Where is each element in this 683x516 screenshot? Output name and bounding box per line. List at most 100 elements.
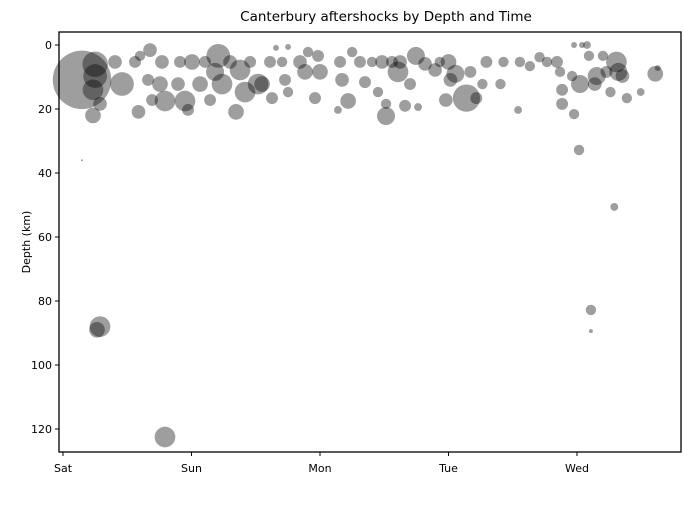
- aftershock-point: [579, 42, 585, 48]
- aftershock-point: [234, 81, 256, 103]
- aftershock-point: [293, 55, 307, 69]
- aftershock-point: [551, 56, 563, 68]
- aftershock-point: [182, 104, 194, 116]
- aftershock-point: [375, 55, 389, 69]
- y-tick-label: 120: [31, 423, 52, 436]
- aftershock-point: [583, 41, 591, 49]
- aftershock-point: [615, 69, 630, 83]
- aftershock-point: [477, 78, 488, 90]
- aftershock-point: [399, 99, 411, 112]
- aftershock-point: [335, 73, 349, 87]
- aftershock-point: [372, 86, 384, 98]
- aftershock-point: [155, 55, 169, 69]
- aftershock-point: [211, 73, 233, 95]
- aftershock-point: [282, 86, 294, 98]
- aftershock-point: [406, 46, 425, 65]
- aftershock-point: [495, 78, 506, 90]
- aftershock-point: [85, 107, 101, 124]
- aftershock-point: [131, 105, 146, 119]
- aftershock-point: [174, 90, 196, 112]
- aftershock-point: [587, 67, 606, 86]
- aftershock-point: [439, 93, 453, 107]
- aftershock-point: [377, 107, 396, 126]
- aftershock-point: [154, 90, 176, 112]
- aftershock-point: [171, 77, 185, 91]
- aftershock-point: [266, 92, 278, 105]
- x-tick-label: Mon: [308, 462, 331, 475]
- aftershock-point: [470, 92, 483, 105]
- aftershock-point: [129, 56, 141, 68]
- y-axis: 0 20 40 60 80 100 120: [31, 39, 59, 436]
- aftershock-point: [534, 51, 545, 63]
- aftershock-point: [143, 43, 157, 57]
- aftershock-point: [440, 54, 457, 70]
- aftershock-point: [571, 75, 590, 94]
- aftershock-point: [302, 46, 314, 58]
- aftershock-point: [452, 84, 481, 112]
- aftershock-point: [110, 72, 134, 96]
- points-layer: [52, 41, 664, 448]
- aftershock-point: [585, 304, 597, 316]
- x-tick-label: Sat: [54, 462, 73, 475]
- aftershock-point: [206, 62, 225, 81]
- x-tick-label: Tue: [438, 462, 458, 475]
- aftershock-point: [600, 65, 613, 78]
- aftershock-point: [154, 426, 176, 448]
- aftershock-point: [514, 106, 523, 114]
- plot-frame: [58, 31, 682, 453]
- aftershock-point: [81, 159, 83, 162]
- aftershock-point: [276, 56, 288, 68]
- aftershock-point: [587, 77, 602, 91]
- aftershock-point: [524, 60, 536, 72]
- aftershock-point: [134, 50, 146, 62]
- x-tick-label: Wed: [565, 462, 589, 475]
- aftershock-point: [480, 56, 493, 68]
- aftershock-point: [647, 65, 664, 82]
- aftershock-point: [152, 76, 168, 92]
- aftershock-point: [309, 92, 321, 105]
- aftershock-point: [610, 203, 619, 211]
- x-axis: Sat Sun Mon Tue Wed: [54, 452, 589, 475]
- aftershock-point: [380, 98, 392, 110]
- aftershock-point: [606, 51, 627, 73]
- aftershock-point: [82, 79, 104, 101]
- aftershock-point: [387, 61, 409, 83]
- aftershock-point: [428, 63, 442, 77]
- aftershock-point: [184, 54, 200, 70]
- aftershock-point: [354, 56, 366, 68]
- aftershock-point: [605, 86, 616, 98]
- aftershock-point: [247, 73, 269, 95]
- aftershock-point: [312, 49, 324, 62]
- aftershock-point: [556, 83, 569, 96]
- y-tick-label: 60: [38, 231, 52, 244]
- x-tick-label: Sun: [181, 462, 202, 475]
- y-axis-label: Depth (km): [20, 211, 33, 274]
- aftershock-point: [244, 56, 257, 68]
- aftershock-point: [418, 57, 432, 71]
- aftershock-point: [312, 64, 328, 80]
- aftershock-point: [566, 70, 578, 82]
- aftershock-point: [108, 55, 122, 69]
- aftershock-point: [206, 44, 231, 68]
- aftershock-point: [498, 56, 509, 68]
- aftershock-point: [636, 88, 645, 96]
- aftershock-point: [254, 76, 270, 92]
- aftershock-point: [228, 104, 244, 120]
- aftershock-point: [174, 56, 186, 68]
- chart-title: Canterbury aftershocks by Depth and Time: [240, 9, 532, 25]
- aftershock-point: [223, 55, 237, 69]
- aftershock-point: [588, 329, 593, 334]
- aftershock-point: [340, 93, 356, 109]
- aftershock-point: [583, 50, 595, 62]
- aftershock-point: [93, 97, 107, 111]
- y-tick-label: 0: [45, 39, 52, 52]
- aftershock-point: [229, 59, 251, 81]
- aftershock-point: [285, 43, 292, 50]
- aftershock-point: [264, 56, 276, 68]
- aftershock-point: [83, 64, 108, 88]
- aftershock-point: [621, 92, 633, 104]
- aftershock-point: [142, 73, 154, 86]
- aftershock-point: [446, 64, 465, 83]
- aftershock-point: [464, 65, 477, 78]
